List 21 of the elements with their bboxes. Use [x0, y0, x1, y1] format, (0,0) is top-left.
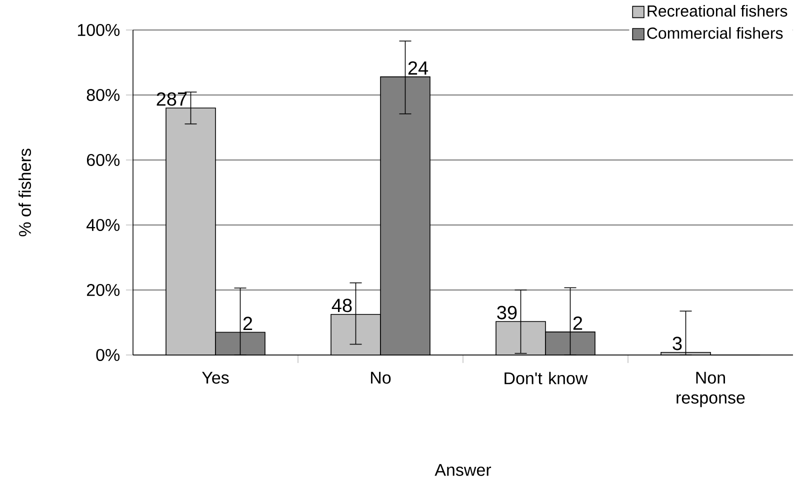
annotation: 2	[573, 316, 582, 330]
y-axis-title: % of fishers	[18, 148, 32, 236]
legend-label: Recreational fishers	[648, 4, 788, 17]
annotation: 39	[497, 306, 517, 320]
x-tick-label: Don't know	[504, 372, 588, 384]
y-tick-label: 0%	[96, 348, 120, 362]
x-tick-label: No	[371, 372, 391, 384]
x-tick-label: Non response	[676, 372, 745, 408]
annotation: 2	[243, 316, 252, 330]
y-tick-label: 60%	[86, 154, 120, 166]
legend-label: Commercial fishers	[647, 27, 783, 39]
x-axis-title: Answer	[434, 464, 492, 476]
annotation: 3	[672, 336, 682, 350]
annotation: 24	[408, 61, 428, 75]
y-tick-label: 40%	[86, 218, 120, 232]
x-tick-label: Yes	[202, 372, 229, 384]
y-tick-label: 80%	[86, 88, 120, 102]
y-tick-label: 20%	[86, 284, 120, 296]
y-tick-label: 100%	[78, 24, 120, 36]
annotation: 287	[156, 92, 187, 106]
annotation: 48	[332, 298, 352, 312]
